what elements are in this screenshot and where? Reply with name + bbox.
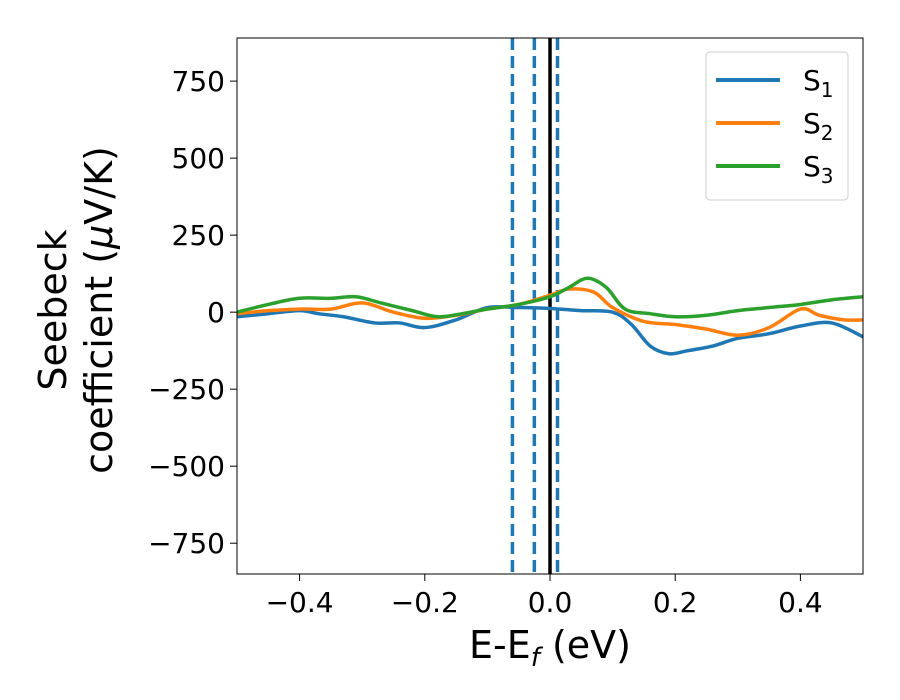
- x-axis-label: E-Ef (eV): [469, 623, 631, 673]
- x-tick-label: −0.2: [391, 586, 459, 619]
- x-axis-label-unit: (eV): [540, 623, 631, 667]
- series-line-s1: [237, 304, 863, 356]
- legend-box: [705, 51, 849, 201]
- series-line-s3: [237, 276, 863, 319]
- plot-frame: [236, 37, 864, 575]
- y-tick-label: 0: [207, 296, 225, 329]
- legend-label-s2: S2: [803, 107, 834, 145]
- axis-ticks: −0.4 −0.2 0.0 0.2 0.4 −750 −500 −250 0 250 500 750: [148, 65, 823, 619]
- x-tick-label: 0.2: [653, 586, 698, 619]
- reference-lines: [510, 38, 560, 574]
- y-axis-label-line1: Seebeck: [31, 229, 75, 390]
- y-tick-label: −250: [148, 373, 225, 406]
- legend-label-s1: S1: [803, 64, 834, 102]
- y-tick-label: −750: [148, 527, 225, 560]
- x-tick-label: 0.4: [778, 586, 823, 619]
- x-tick-label: 0.0: [528, 586, 573, 619]
- y-tick-label: 750: [172, 65, 225, 98]
- legend-label-s3: S3: [803, 150, 834, 188]
- y-axis-label: Seebeck coefficient (μV/K): [31, 146, 121, 474]
- x-axis-label-main: E-E: [469, 623, 531, 667]
- y-tick-label: 500: [172, 142, 225, 175]
- y-axis-label-mu: μ: [77, 225, 121, 250]
- legend: S1 S2 S3: [705, 51, 849, 201]
- y-axis-label-line2: coefficient (μV/K): [77, 146, 121, 474]
- y-axis-label-suffix: V/K): [77, 146, 121, 225]
- y-tick-label: 250: [172, 219, 225, 252]
- x-tick-label: −0.4: [266, 586, 334, 619]
- y-axis-label-prefix: coefficient (: [77, 249, 121, 474]
- series-lines: [237, 276, 863, 356]
- y-tick-label: −500: [148, 450, 225, 483]
